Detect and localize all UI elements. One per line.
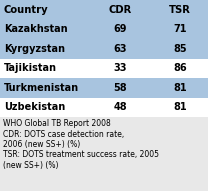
Text: TSR: TSR (169, 5, 191, 15)
Bar (0, 117, 208, 191)
Text: 81: 81 (173, 83, 187, 93)
Bar (0, 39, 208, 58)
Text: 86: 86 (173, 63, 187, 73)
Text: 33: 33 (113, 63, 127, 73)
Text: 69: 69 (113, 24, 127, 34)
Bar (0, 78, 208, 97)
Text: (new SS+) (%): (new SS+) (%) (3, 161, 58, 170)
Text: Uzbekistan: Uzbekistan (4, 102, 65, 112)
Text: 71: 71 (173, 24, 187, 34)
Text: Tajikistan: Tajikistan (4, 63, 57, 73)
Text: Country: Country (4, 5, 49, 15)
Text: 2006 (new SS+) (%): 2006 (new SS+) (%) (3, 140, 80, 149)
Text: Turkmenistan: Turkmenistan (4, 83, 79, 93)
Text: WHO Global TB Report 2008: WHO Global TB Report 2008 (3, 119, 111, 128)
Bar (0, 58, 208, 78)
Text: 58: 58 (113, 83, 127, 93)
Text: CDR: CDR (108, 5, 132, 15)
Text: 48: 48 (113, 102, 127, 112)
Text: 81: 81 (173, 102, 187, 112)
Bar (0, 0, 208, 19)
Text: Kyrgyzstan: Kyrgyzstan (4, 44, 65, 54)
Text: TSR: DOTS treatment success rate, 2005: TSR: DOTS treatment success rate, 2005 (3, 151, 159, 159)
Text: CDR: DOTS case detection rate,: CDR: DOTS case detection rate, (3, 129, 124, 138)
Text: 85: 85 (173, 44, 187, 54)
Bar (0, 19, 208, 39)
Text: 63: 63 (113, 44, 127, 54)
Bar (0, 97, 208, 117)
Text: Kazakhstan: Kazakhstan (4, 24, 68, 34)
